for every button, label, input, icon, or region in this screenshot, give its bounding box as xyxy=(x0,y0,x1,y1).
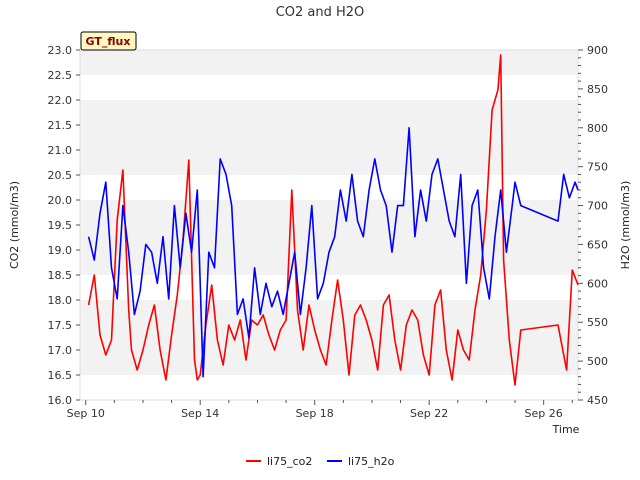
grid-band xyxy=(80,200,578,225)
right-tick-label: 700 xyxy=(587,200,608,213)
right-tick-label: 600 xyxy=(587,277,608,290)
left-tick-label: 16.0 xyxy=(48,394,73,407)
left-tick-label: 18.5 xyxy=(48,269,73,282)
grid-bands xyxy=(80,50,578,400)
left-tick-label: 23.0 xyxy=(48,44,73,57)
grid-band xyxy=(80,300,578,325)
right-tick-label: 850 xyxy=(587,83,608,96)
chart-title: CO2 and H2O xyxy=(276,5,365,20)
left-axis: 16.0 16.5 17.0 17.5 18.0 18.5 19.0 19.5 20.0 20.5… xyxy=(48,44,80,407)
series-layer xyxy=(87,54,579,386)
series-line-li75_h2o xyxy=(87,127,579,378)
grid-band xyxy=(80,175,578,200)
grid-band xyxy=(80,125,578,150)
grid-band xyxy=(80,75,578,100)
legend: li75_co2 li75_h2o xyxy=(246,455,395,468)
grid-band xyxy=(80,375,578,400)
left-tick-label: 18.0 xyxy=(48,294,73,307)
right-tick-label: 650 xyxy=(587,238,608,251)
x-axis: Sep 10 Sep 14 Sep 18 Sep 22 Sep 26 xyxy=(67,400,573,420)
right-tick-label: 900 xyxy=(587,44,608,57)
left-tick-label: 21.5 xyxy=(48,119,73,132)
left-tick-label: 17.0 xyxy=(48,344,73,357)
x-tick-label: Sep 26 xyxy=(525,407,563,420)
x-tick-label: Sep 10 xyxy=(67,407,105,420)
right-axis: 450 500 550 600 650 700 750 800 850 900 xyxy=(578,44,608,407)
left-tick-label: 20.0 xyxy=(48,194,73,207)
left-tick-label: 22.0 xyxy=(48,94,73,107)
left-tick-label: 20.5 xyxy=(48,169,73,182)
right-tick-label: 550 xyxy=(587,316,608,329)
x-tick-label: Sep 18 xyxy=(296,407,334,420)
grid-band xyxy=(80,150,578,175)
right-axis-title: H2O (mmol/m3) xyxy=(619,181,632,270)
right-tick-label: 450 xyxy=(587,394,608,407)
left-tick-label: 19.0 xyxy=(48,244,73,257)
series-line-li75_co2 xyxy=(87,54,579,386)
right-tick-label: 750 xyxy=(587,161,608,174)
x-tick-label: Sep 14 xyxy=(181,407,219,420)
grid-band xyxy=(80,50,578,75)
badge-label: GT_flux xyxy=(86,35,131,48)
left-tick-label: 21.0 xyxy=(48,144,73,157)
legend-h2o-label: li75_h2o xyxy=(348,455,395,468)
grid-band xyxy=(80,275,578,300)
gt-flux-badge: GT_flux xyxy=(80,31,137,51)
grid-band xyxy=(80,100,578,125)
legend-co2-label: li75_co2 xyxy=(267,455,312,468)
left-axis-title: CO2 (mmol/m3) xyxy=(8,181,21,269)
left-tick-label: 22.5 xyxy=(48,69,73,82)
x-tick-label: Sep 22 xyxy=(410,407,448,420)
left-tick-label: 16.5 xyxy=(48,369,73,382)
grid-band xyxy=(80,350,578,375)
left-tick-label: 19.5 xyxy=(48,219,73,232)
x-axis-title: Time xyxy=(552,423,580,436)
left-tick-label: 17.5 xyxy=(48,319,73,332)
right-tick-label: 500 xyxy=(587,355,608,368)
right-tick-label: 800 xyxy=(587,122,608,135)
